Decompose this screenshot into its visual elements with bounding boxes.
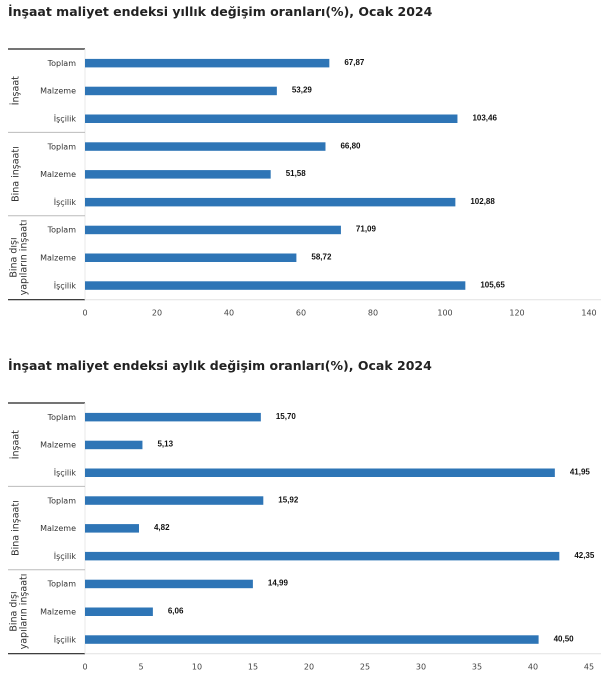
category-label: Malzeme <box>40 441 76 450</box>
bar <box>85 579 253 589</box>
category-label: Malzeme <box>40 170 76 179</box>
data-label: 6,06 <box>168 607 184 616</box>
x-tick-label: 30 <box>416 663 426 672</box>
group-label: Bina dışı <box>9 237 20 277</box>
category-label: Toplam <box>47 580 77 589</box>
x-tick-label: 20 <box>152 309 162 318</box>
group-label: Bina dışı <box>9 591 20 631</box>
x-tick-label: 0 <box>82 309 87 318</box>
data-label: 42,35 <box>574 551 595 560</box>
bar <box>85 412 261 422</box>
x-tick-label: 25 <box>360 663 370 672</box>
x-tick-label: 120 <box>509 309 524 318</box>
category-label: Malzeme <box>40 524 76 533</box>
data-label: 14,99 <box>268 579 289 588</box>
x-tick-label: 20 <box>304 663 314 672</box>
category-label: İşçilik <box>54 551 77 561</box>
category-label: İşçilik <box>54 114 77 124</box>
bar <box>85 58 330 68</box>
data-label: 5,13 <box>157 440 173 449</box>
data-label: 105,65 <box>480 280 505 289</box>
category-label: Toplam <box>47 226 77 235</box>
chart-title-annual: İnşaat maliyet endeksi yıllık değişim or… <box>8 4 433 19</box>
x-tick-label: 40 <box>528 663 538 672</box>
bar <box>85 86 277 96</box>
chart-title-monthly: İnşaat maliyet endeksi aylık değişim ora… <box>8 358 432 373</box>
data-label: 53,29 <box>292 86 313 95</box>
data-label: 71,09 <box>356 225 377 234</box>
x-tick-label: 45 <box>584 663 594 672</box>
x-tick-label: 5 <box>138 663 143 672</box>
group-label: İnşaat <box>11 76 22 105</box>
group-label: yapıların inşaatı <box>19 574 30 650</box>
monthly-change-chart: İnşaat Toplam 15,70 Malzeme 5,13 İşçilik 41,95… <box>8 402 601 672</box>
data-label: 66,80 <box>340 141 361 150</box>
bar <box>85 524 139 533</box>
x-tick-label: 10 <box>192 663 202 672</box>
x-tick-label: 140 <box>581 309 596 318</box>
category-label: İşçilik <box>54 468 77 478</box>
category-label: İşçilik <box>54 280 77 290</box>
data-label: 40,50 <box>554 634 575 643</box>
x-tick-label: 0 <box>82 663 87 672</box>
group-label: Bina inşaatı <box>11 500 22 556</box>
bar <box>85 440 143 450</box>
category-label: Malzeme <box>40 254 76 263</box>
bar <box>85 468 555 477</box>
group-label: Bina inşaatı <box>11 146 22 202</box>
annual-change-chart: İnşaat Toplam 67,87 Malzeme 53,29 İşçilik 103,… <box>8 48 601 318</box>
bar <box>85 635 539 644</box>
data-label: 102,88 <box>470 197 495 206</box>
x-tick-label: 60 <box>296 309 306 318</box>
data-label: 103,46 <box>472 114 497 123</box>
bar <box>85 281 466 290</box>
category-label: İşçilik <box>54 197 77 207</box>
category-label: Malzeme <box>40 608 76 617</box>
x-tick-label: 40 <box>224 309 234 318</box>
category-label: Toplam <box>47 142 77 151</box>
category-label: İşçilik <box>54 634 77 644</box>
category-label: Malzeme <box>40 87 76 96</box>
bar <box>85 114 458 123</box>
x-tick-label: 100 <box>437 309 452 318</box>
category-label: Toplam <box>47 59 77 68</box>
bar <box>85 496 264 505</box>
group-label: İnşaat <box>11 430 22 459</box>
data-label: 58,72 <box>311 253 332 262</box>
category-label: Toplam <box>47 413 77 422</box>
x-tick-label: 35 <box>472 663 482 672</box>
bar <box>85 197 456 207</box>
x-tick-label: 80 <box>368 309 378 318</box>
category-label: Toplam <box>47 496 77 505</box>
bar <box>85 225 341 235</box>
bar <box>85 253 297 262</box>
data-label: 51,58 <box>286 169 307 178</box>
bar <box>85 607 153 616</box>
bar <box>85 170 271 179</box>
data-label: 15,92 <box>278 495 299 504</box>
group-label: yapıların inşaatı <box>19 220 30 296</box>
data-label: 41,95 <box>570 468 591 477</box>
bar <box>85 142 326 151</box>
data-label: 4,82 <box>154 523 170 532</box>
data-label: 67,87 <box>344 58 365 67</box>
data-label: 15,70 <box>276 412 297 421</box>
x-tick-label: 15 <box>248 663 258 672</box>
bar <box>85 551 560 561</box>
